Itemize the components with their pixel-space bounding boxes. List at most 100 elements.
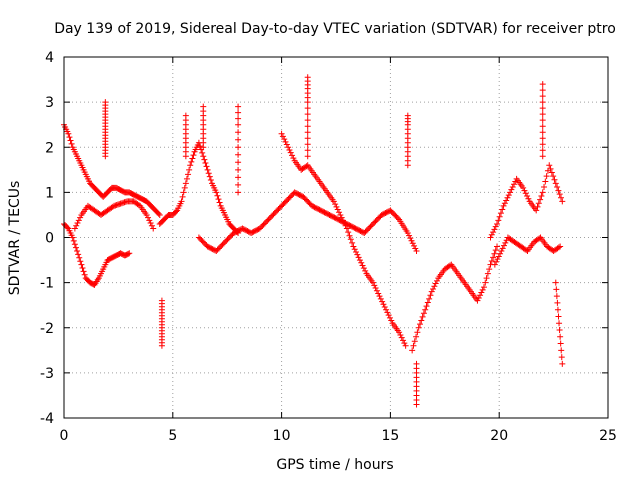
data-point xyxy=(543,173,550,180)
data-point xyxy=(235,109,242,116)
y-axis-label: SDTVAR / TECUs xyxy=(7,181,23,296)
data-point xyxy=(156,211,163,218)
x-tick-label: 25 xyxy=(599,428,617,444)
data-point xyxy=(546,162,553,169)
data-point xyxy=(510,181,517,188)
data-point xyxy=(346,232,353,239)
data-point xyxy=(520,184,527,191)
plot-frame xyxy=(63,56,609,419)
data-point xyxy=(71,241,78,248)
data-point xyxy=(204,166,211,173)
data-point xyxy=(409,347,416,354)
data-point xyxy=(539,123,546,130)
data-point xyxy=(178,198,185,205)
data-point xyxy=(397,331,404,338)
data-point xyxy=(304,135,311,142)
data-point xyxy=(557,243,564,250)
data-point xyxy=(539,87,546,94)
data-point xyxy=(206,173,213,180)
y-tick-label: -1 xyxy=(40,276,54,292)
data-point xyxy=(304,105,311,112)
data-point xyxy=(235,129,242,136)
data-point xyxy=(388,317,395,324)
data-point xyxy=(78,261,85,268)
data-point xyxy=(304,147,311,154)
data-point xyxy=(333,203,340,210)
data-point xyxy=(414,329,421,336)
data-point xyxy=(522,190,529,197)
data-point xyxy=(401,340,408,347)
data-point xyxy=(285,144,292,151)
data-point xyxy=(74,248,81,255)
data-point xyxy=(289,152,296,159)
data-point xyxy=(553,286,560,293)
data-point xyxy=(375,290,382,297)
data-point xyxy=(412,245,419,252)
data-point xyxy=(494,256,501,263)
data-point xyxy=(339,217,346,224)
data-point xyxy=(235,181,242,188)
data-point xyxy=(135,202,142,209)
data-point xyxy=(75,217,82,224)
data-point xyxy=(286,146,293,153)
data-point xyxy=(207,176,214,183)
data-point xyxy=(495,253,502,260)
data-point xyxy=(491,261,498,268)
data-point xyxy=(235,151,242,158)
y-tick-label: -2 xyxy=(40,321,54,337)
data-points xyxy=(61,74,566,408)
data-point xyxy=(420,310,427,317)
data-point xyxy=(482,279,489,286)
data-point xyxy=(551,176,558,183)
data-point xyxy=(179,193,186,200)
data-point xyxy=(304,153,311,160)
data-point xyxy=(480,284,487,291)
data-point xyxy=(488,257,495,264)
data-point xyxy=(497,210,504,217)
data-point xyxy=(539,141,546,148)
data-point xyxy=(278,130,285,137)
data-point xyxy=(407,235,414,242)
data-point xyxy=(486,266,493,273)
data-point xyxy=(413,248,420,255)
data-point xyxy=(504,194,511,201)
data-point xyxy=(524,192,531,199)
data-point xyxy=(342,222,349,229)
data-point xyxy=(490,229,497,236)
data-point xyxy=(394,215,401,222)
data-point xyxy=(523,247,530,254)
data-point xyxy=(279,133,286,140)
data-point xyxy=(500,242,507,249)
data-point xyxy=(539,117,546,124)
data-point xyxy=(109,203,116,210)
data-point xyxy=(492,247,499,254)
data-point xyxy=(418,317,425,324)
data-point xyxy=(373,287,380,294)
data-point xyxy=(372,285,379,292)
data-point xyxy=(180,189,187,196)
data-point xyxy=(74,220,81,227)
data-point xyxy=(423,303,430,310)
data-point xyxy=(432,280,439,287)
data-point xyxy=(235,189,242,196)
data-point xyxy=(508,186,515,193)
data-point xyxy=(235,174,242,181)
data-point xyxy=(381,303,388,310)
data-point xyxy=(187,162,194,169)
data-point xyxy=(155,210,162,217)
data-point xyxy=(182,180,189,187)
data-point xyxy=(427,292,434,299)
data-point xyxy=(556,327,563,334)
data-point xyxy=(143,211,150,218)
data-point xyxy=(362,267,369,274)
data-point xyxy=(557,333,564,340)
data-point xyxy=(67,137,74,144)
data-point xyxy=(494,220,501,227)
data-point xyxy=(376,293,383,300)
data-point xyxy=(499,245,506,252)
data-point xyxy=(398,334,405,341)
data-point xyxy=(542,178,549,185)
data-point xyxy=(71,225,78,232)
data-point xyxy=(235,144,242,151)
data-point xyxy=(552,279,559,286)
